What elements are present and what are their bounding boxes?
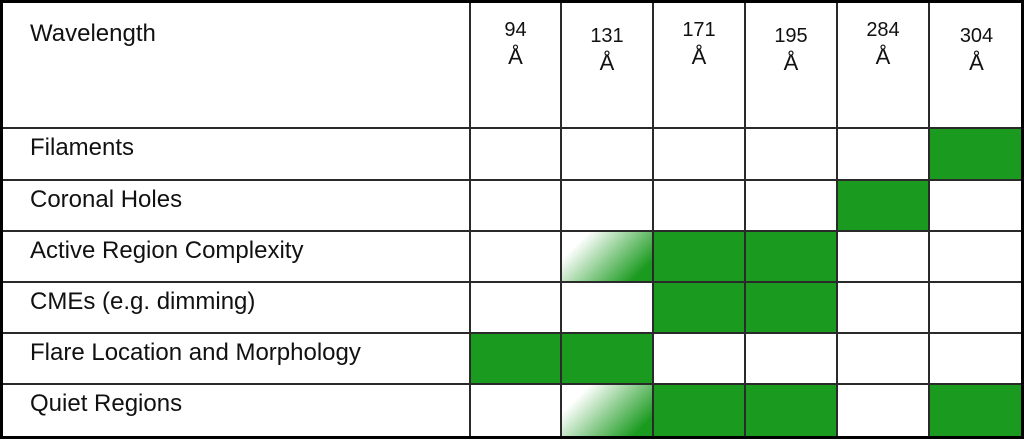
cell — [929, 333, 1024, 384]
cell — [929, 180, 1024, 231]
row-label: Quiet Regions — [30, 390, 183, 417]
cell — [745, 128, 837, 180]
cell — [929, 231, 1024, 282]
wavelength-unit: Å — [508, 44, 523, 69]
row-label: Flare Location and Morphology — [30, 339, 361, 366]
grid-line — [560, 0, 562, 439]
grid-line — [0, 179, 1024, 181]
cell — [837, 384, 929, 439]
wavelength-number: 284 — [866, 19, 900, 41]
cell — [561, 128, 653, 180]
wavelength-number: 304 — [959, 25, 994, 47]
wavelength-unit: Å — [969, 50, 984, 75]
grid-line — [469, 0, 471, 439]
cell — [837, 333, 929, 384]
cell — [561, 384, 653, 439]
grid-line — [928, 0, 930, 439]
grid-line — [652, 0, 654, 439]
cell — [837, 231, 929, 282]
header-title: Wavelength — [30, 20, 156, 47]
wavelength-number: 94 — [504, 19, 527, 41]
cell — [745, 180, 837, 231]
grid-line — [744, 0, 746, 439]
cell — [470, 180, 561, 231]
cell — [837, 180, 929, 231]
cell — [561, 180, 653, 231]
cell — [470, 282, 561, 333]
grid-line — [0, 230, 1024, 232]
cell — [745, 384, 837, 439]
cell — [470, 333, 561, 384]
cell — [470, 384, 561, 439]
wavelength-unit: Å — [599, 50, 615, 75]
wavelength-unit: Å — [783, 50, 799, 75]
wavelength-number: 131 — [590, 25, 624, 47]
cell — [561, 333, 653, 384]
grid-line — [0, 332, 1024, 334]
grid-line — [836, 0, 838, 439]
cell — [929, 384, 1024, 439]
row-label: Filaments — [30, 134, 135, 161]
cell — [929, 128, 1024, 180]
wavelength-unit: Å — [691, 44, 707, 69]
row-label: CMEs (e.g. dimming) — [30, 288, 256, 315]
cell — [745, 333, 837, 384]
row-label: Active Region Complexity — [30, 237, 304, 264]
cell — [653, 282, 745, 333]
grid-line — [0, 127, 1024, 129]
grid-line — [0, 281, 1024, 283]
cell — [929, 282, 1024, 333]
cell — [653, 231, 745, 282]
cell — [653, 384, 745, 439]
cell — [470, 128, 561, 180]
wavelength-number: 195 — [774, 25, 808, 47]
cell — [745, 282, 837, 333]
cell — [470, 231, 561, 282]
wavelength-number: 171 — [682, 19, 716, 41]
grid-line — [0, 383, 1024, 385]
cell — [561, 282, 653, 333]
cell — [653, 180, 745, 231]
cell — [837, 128, 929, 180]
row-label: Coronal Holes — [30, 186, 183, 213]
cell — [745, 231, 837, 282]
cell — [561, 231, 653, 282]
cell — [653, 333, 745, 384]
cell — [837, 282, 929, 333]
wavelength-unit: Å — [875, 44, 891, 69]
cell — [653, 128, 745, 180]
